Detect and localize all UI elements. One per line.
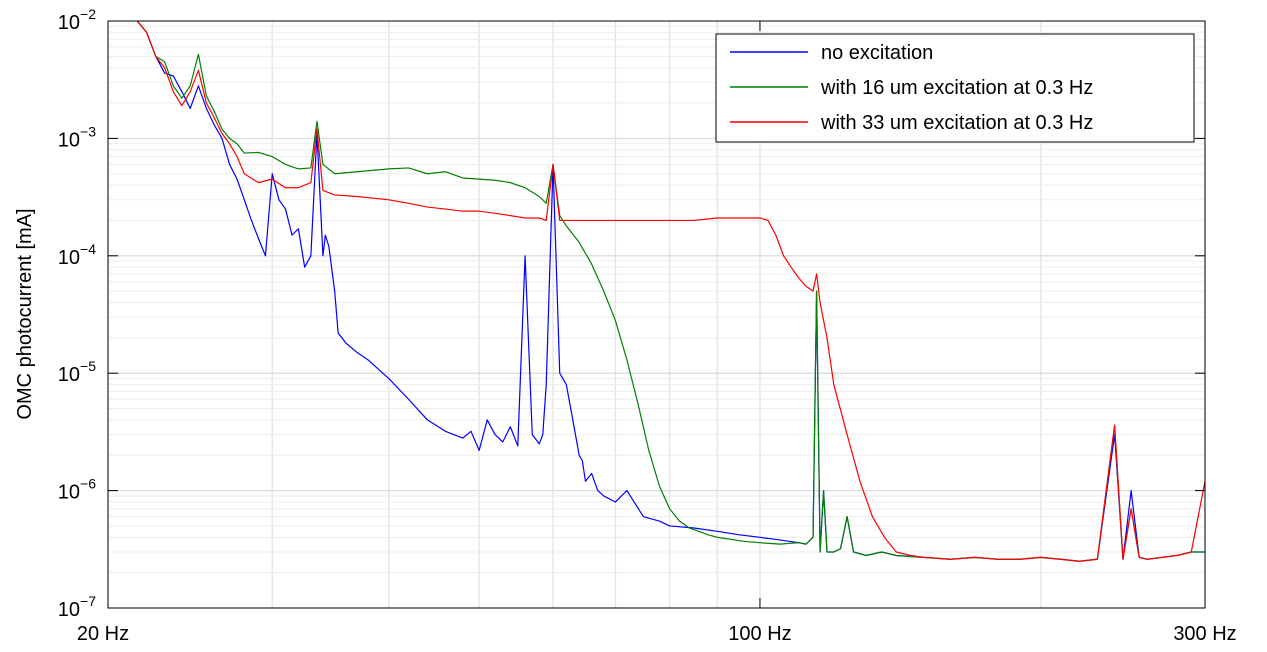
y-tick-label: 10−7 <box>58 593 96 621</box>
y-axis-label: OMC photocurrent [mA] <box>14 208 36 419</box>
y-tick-label: 10−5 <box>58 358 96 386</box>
legend-label: with 33 um excitation at 0.3 Hz <box>820 112 1093 134</box>
y-tick-label: 10−3 <box>58 123 96 151</box>
legend-label: with 16 um excitation at 0.3 Hz <box>820 77 1093 99</box>
series-layer <box>136 20 1206 562</box>
legend-items: no excitation with 16 um excitation at 0.… <box>730 42 1093 134</box>
x-tick-label: 20 Hz <box>77 623 129 645</box>
y-tick-label: 10−4 <box>58 241 96 269</box>
y-tick-label: 10−2 <box>58 6 96 34</box>
series-line-3 <box>136 20 1206 562</box>
legend-label: no excitation <box>821 42 933 64</box>
x-tick-labels: 20 Hz 100 Hz 300 Hz <box>77 623 1237 645</box>
x-tick-label: 100 Hz <box>728 623 791 645</box>
ticks <box>107 20 1206 609</box>
plot-frame <box>107 20 1206 609</box>
y-tick-label: 10−6 <box>58 476 96 504</box>
y-tick-labels: 10−2 10−3 10−4 10−5 10−6 10−7 <box>58 6 96 621</box>
x-tick-label: 300 Hz <box>1173 623 1236 645</box>
legend: no excitation with 16 um excitation at 0.… <box>715 33 1195 143</box>
